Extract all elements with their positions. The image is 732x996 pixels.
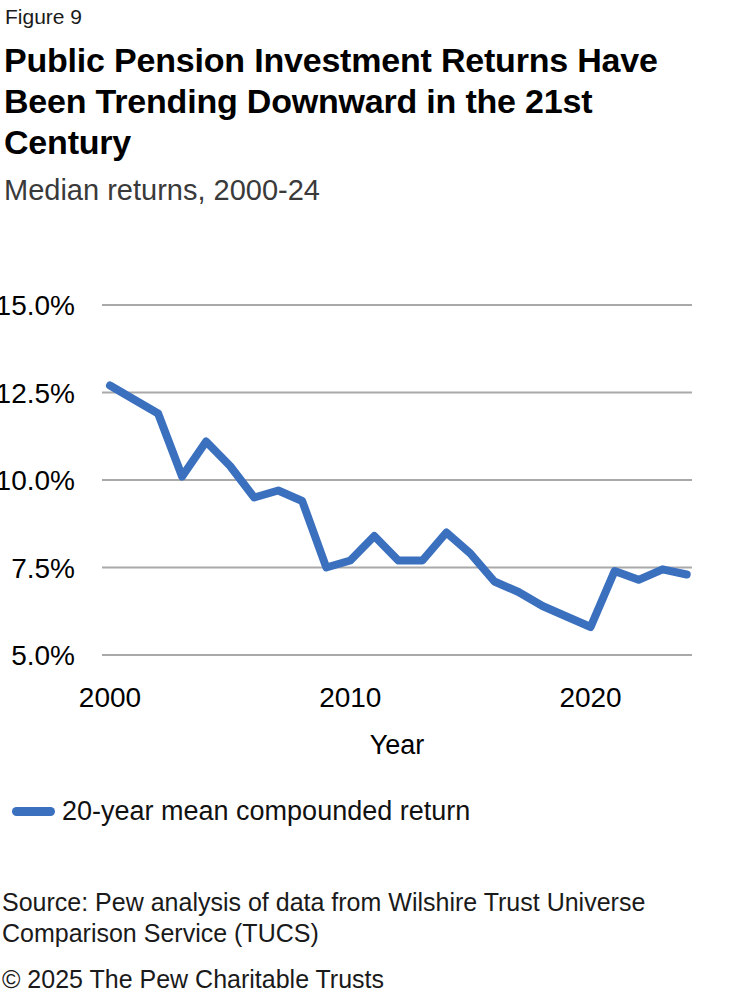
data-line-series — [110, 386, 687, 628]
x-tick-label: 2000 — [79, 682, 141, 713]
chart-subtitle: Median returns, 2000-24 — [4, 174, 704, 207]
chart-svg: 15.0% 12.5% 10.0% 7.5% 5.0% 2000 2010 2020 Yea… — [0, 260, 732, 765]
y-tick-label: 15.0% — [0, 290, 75, 321]
source-note: Source: Pew analysis of data from Wilshi… — [2, 887, 732, 949]
y-tick-label: 12.5% — [0, 378, 75, 409]
legend-line-swatch — [12, 807, 55, 816]
chart-legend: 20-year mean compounded return — [12, 796, 470, 827]
legend-label: 20-year mean compounded return — [62, 796, 470, 827]
figure-label: Figure 9 — [5, 5, 82, 29]
x-axis-title: Year — [370, 730, 425, 760]
x-tick-label: 2020 — [559, 682, 621, 713]
y-axis-tick-labels: 15.0% 12.5% 10.0% 7.5% 5.0% — [0, 290, 75, 671]
chart-plot-area: 15.0% 12.5% 10.0% 7.5% 5.0% 2000 2010 2020 Yea… — [0, 260, 732, 765]
y-tick-label: 7.5% — [11, 553, 75, 584]
chart-title: Public Pension Investment Returns Have B… — [4, 40, 694, 163]
series-layer — [110, 386, 687, 628]
y-tick-label: 5.0% — [11, 640, 75, 671]
y-tick-label: 10.0% — [0, 465, 75, 496]
x-axis-tick-labels: 2000 2010 2020 — [79, 682, 622, 713]
x-tick-label: 2010 — [319, 682, 381, 713]
copyright-note: © 2025 The Pew Charitable Trusts — [2, 965, 732, 994]
